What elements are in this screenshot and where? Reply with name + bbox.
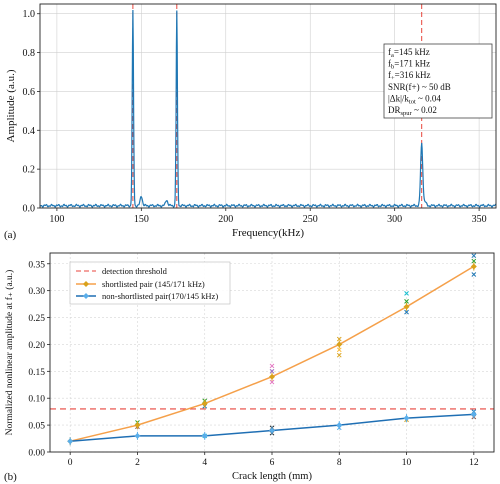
legend-box	[69, 261, 231, 305]
y-tick-label: 0.8	[23, 48, 36, 59]
series-point	[201, 432, 208, 439]
y-tick-label: 0.6	[23, 87, 36, 98]
plot-frame	[39, 3, 497, 209]
y-tick-label: 0.30	[28, 287, 45, 297]
series-point	[201, 400, 208, 407]
series-point	[67, 438, 74, 445]
annotation-line: SNR(f+) ~ 50 dB	[388, 82, 451, 92]
x-axis-label: Crack length (mm)	[232, 471, 312, 482]
series-point	[134, 422, 141, 429]
repeat-marker	[336, 347, 342, 353]
series-point	[403, 415, 410, 422]
series-point	[336, 422, 343, 429]
repeat-marker	[336, 352, 342, 358]
x-tick-label: 12	[469, 458, 479, 468]
annotation-line: DRspur ~ 0.02	[388, 105, 437, 117]
series-point	[269, 373, 275, 380]
legend-swatch-marker	[83, 293, 89, 299]
repeat-marker	[269, 379, 275, 385]
x-tick-label: 8	[337, 458, 342, 468]
crack-amplitude-panel: 0 2 4 6 8 10 12 0.00 0.05 0.10 0.15 0.20 0.25 0.30 0.3…	[4, 252, 495, 483]
repeat-marker	[471, 272, 477, 277]
x-axis-label: Frequency(kHz)	[232, 227, 304, 239]
repeat-marker	[269, 363, 275, 369]
x-tick-label: 250	[303, 214, 318, 225]
repeat-marker	[336, 336, 342, 342]
repeat-marker	[404, 290, 409, 296]
x-tick-label: 6	[270, 458, 275, 468]
y-tick-label: 0.4	[23, 126, 36, 137]
legend-label-series: shortlisted pair (145/171 kHz)	[102, 279, 205, 289]
legend-label-threshold: detection threshold	[102, 266, 168, 276]
y-tick-label: 0.05	[28, 422, 45, 432]
x-tick-label: 150	[134, 214, 149, 225]
y-tick-label: 0.15	[28, 368, 45, 378]
spectrum-series-line	[39, 9, 497, 208]
annotation-box	[383, 43, 493, 119]
repeat-marker	[471, 253, 477, 259]
panel-label: (a)	[4, 229, 17, 241]
y-tick-label: 0.35	[28, 260, 45, 270]
x-tick-label: 4	[202, 458, 207, 468]
x-tick-label: 10	[402, 458, 412, 468]
annotation-line: |Δk|/ktot ~ 0.04	[388, 93, 441, 105]
repeat-marker	[404, 299, 409, 304]
x-tick-label: 350	[472, 214, 487, 225]
y-tick-label: 0.20	[28, 341, 45, 351]
x-tick-label: 0	[68, 458, 73, 468]
series-point	[403, 303, 410, 310]
y-tick-label: 0.10	[28, 395, 45, 405]
y-axis-label: Amplitude (a.u.)	[5, 69, 17, 142]
y-tick-label: 0.2	[23, 165, 36, 176]
x-tick-label: 2	[135, 458, 140, 468]
y-tick-label: 1.0	[23, 9, 36, 20]
repeat-marker	[269, 368, 275, 374]
series-point	[470, 263, 477, 270]
y-tick-label: 0.0	[23, 204, 36, 215]
annotation-line: fa=145 kHz	[388, 47, 430, 59]
y-tick-label: 0.00	[28, 449, 45, 459]
series-point	[470, 411, 477, 418]
spectrum-panel: 100 150 200 250 300 350 0.0 0.2 0.4 0.6 0.8 1.0 Freq…	[4, 3, 497, 241]
panel-label: (b)	[4, 471, 17, 483]
repeat-marker	[471, 258, 477, 264]
x-tick-label: 300	[387, 214, 402, 225]
x-tick-label: 100	[49, 214, 64, 225]
repeat-marker	[404, 309, 409, 315]
series-point	[134, 432, 141, 439]
series-point	[269, 427, 275, 434]
legend-swatch-marker	[83, 281, 89, 287]
annotation-line: f+=316 kHz	[388, 70, 431, 82]
x-tick-label: 200	[218, 214, 233, 225]
legend-label-series: non-shortlisted pair(170/145 kHz)	[102, 291, 218, 301]
series-point	[336, 341, 343, 348]
annotation-line: fb=171 kHz	[388, 59, 430, 71]
y-axis-label: Normalized nonlinear amplitude at f₊ (a.…	[4, 270, 15, 436]
y-tick-label: 0.25	[28, 314, 45, 324]
